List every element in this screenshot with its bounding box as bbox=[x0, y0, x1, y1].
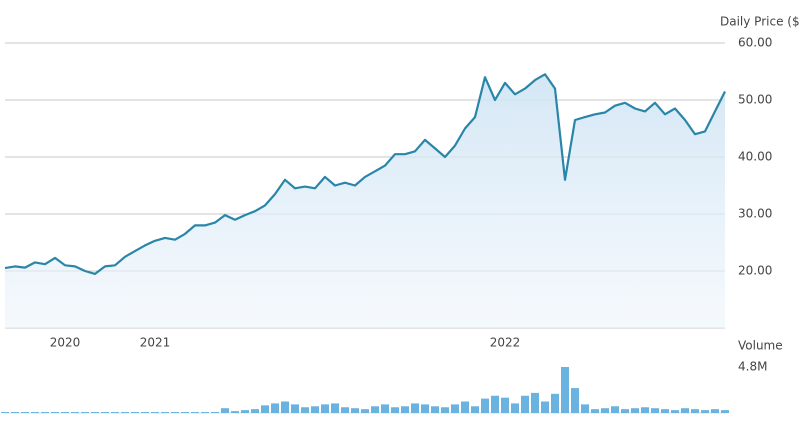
volume-bar bbox=[531, 392, 539, 413]
price-axis-title: Daily Price ($) bbox=[720, 15, 800, 29]
volume-bar bbox=[371, 406, 379, 413]
volume-bar bbox=[391, 407, 399, 413]
volume-bar bbox=[91, 412, 99, 413]
volume-bar bbox=[591, 409, 599, 413]
volume-bar bbox=[131, 412, 139, 413]
x-tick-label: 2022 bbox=[490, 336, 521, 350]
volume-bar bbox=[651, 408, 659, 413]
volume-bar bbox=[541, 401, 549, 413]
x-tick-label: 2020 bbox=[50, 336, 81, 350]
volume-bar bbox=[181, 412, 189, 413]
volume-bar bbox=[81, 412, 89, 413]
volume-axis-title: Volume bbox=[738, 339, 783, 353]
volume-bar bbox=[21, 412, 29, 413]
volume-bar bbox=[101, 412, 109, 413]
volume-bar bbox=[641, 407, 649, 413]
volume-bar bbox=[611, 406, 619, 413]
volume-bar bbox=[461, 401, 469, 413]
volume-bar bbox=[331, 403, 339, 413]
volume-bar bbox=[581, 404, 589, 413]
x-tick-label: 2021 bbox=[140, 336, 171, 350]
volume-bar bbox=[621, 409, 629, 413]
volume-bar bbox=[231, 411, 239, 413]
volume-bar bbox=[491, 395, 499, 413]
volume-bar bbox=[321, 404, 329, 413]
volume-bar bbox=[551, 393, 559, 413]
volume-bar bbox=[411, 403, 419, 413]
volume-bar bbox=[681, 408, 689, 413]
volume-bar bbox=[61, 412, 69, 413]
volume-bar bbox=[71, 412, 79, 413]
volume-bar bbox=[301, 407, 309, 413]
volume-bar bbox=[261, 405, 269, 413]
volume-bar bbox=[721, 410, 729, 413]
volume-bar bbox=[241, 410, 249, 413]
volume-bar bbox=[341, 407, 349, 413]
volume-tick-label: 4.8M bbox=[738, 360, 767, 374]
volume-bar bbox=[41, 412, 49, 413]
volume-bar bbox=[271, 403, 279, 413]
volume-bar bbox=[361, 409, 369, 413]
price-line bbox=[4, 73, 726, 275]
volume-bar bbox=[291, 404, 299, 413]
volume-bar bbox=[661, 409, 669, 413]
volume-bar bbox=[281, 401, 289, 413]
volume-bar bbox=[471, 406, 479, 413]
volume-bar bbox=[11, 412, 19, 413]
volume-bar bbox=[511, 403, 519, 413]
y-tick-label: 30.00 bbox=[738, 207, 772, 221]
price-area bbox=[5, 74, 725, 328]
volume-bar bbox=[601, 408, 609, 413]
volume-bar bbox=[191, 412, 199, 413]
volume-bar bbox=[671, 410, 679, 413]
volume-bar bbox=[251, 409, 259, 413]
volume-bar bbox=[31, 412, 39, 413]
volume-bar bbox=[481, 398, 489, 413]
volume-bar bbox=[311, 406, 319, 413]
volume-bar bbox=[111, 412, 119, 413]
volume-bar bbox=[441, 407, 449, 413]
volume-bar bbox=[151, 412, 159, 413]
volume-bar bbox=[521, 395, 529, 413]
volume-bar bbox=[701, 410, 709, 413]
volume-bar bbox=[381, 404, 389, 413]
volume-bar bbox=[1, 412, 9, 413]
volume-bar bbox=[571, 388, 579, 413]
y-tick-label: 50.00 bbox=[738, 93, 772, 107]
volume-bar bbox=[451, 404, 459, 413]
volume-bar bbox=[211, 412, 219, 413]
volume-bar bbox=[51, 412, 59, 413]
volume-bar bbox=[501, 397, 509, 413]
volume-bar bbox=[431, 406, 439, 413]
volume-bar bbox=[421, 404, 429, 413]
volume-bar bbox=[631, 408, 639, 413]
volume-bar bbox=[401, 406, 409, 413]
volume-bar bbox=[561, 367, 569, 413]
volume-bar bbox=[121, 412, 129, 413]
volume-bar bbox=[711, 409, 719, 413]
volume-bar bbox=[691, 409, 699, 413]
volume-bar bbox=[171, 412, 179, 413]
volume-bar bbox=[161, 412, 169, 413]
y-tick-label: 60.00 bbox=[738, 36, 772, 50]
volume-bar bbox=[201, 412, 209, 413]
y-tick-label: 20.00 bbox=[738, 264, 772, 278]
y-tick-label: 40.00 bbox=[738, 150, 772, 164]
volume-bar bbox=[351, 408, 359, 413]
volume-bar bbox=[221, 408, 229, 413]
volume-bar bbox=[141, 412, 149, 413]
